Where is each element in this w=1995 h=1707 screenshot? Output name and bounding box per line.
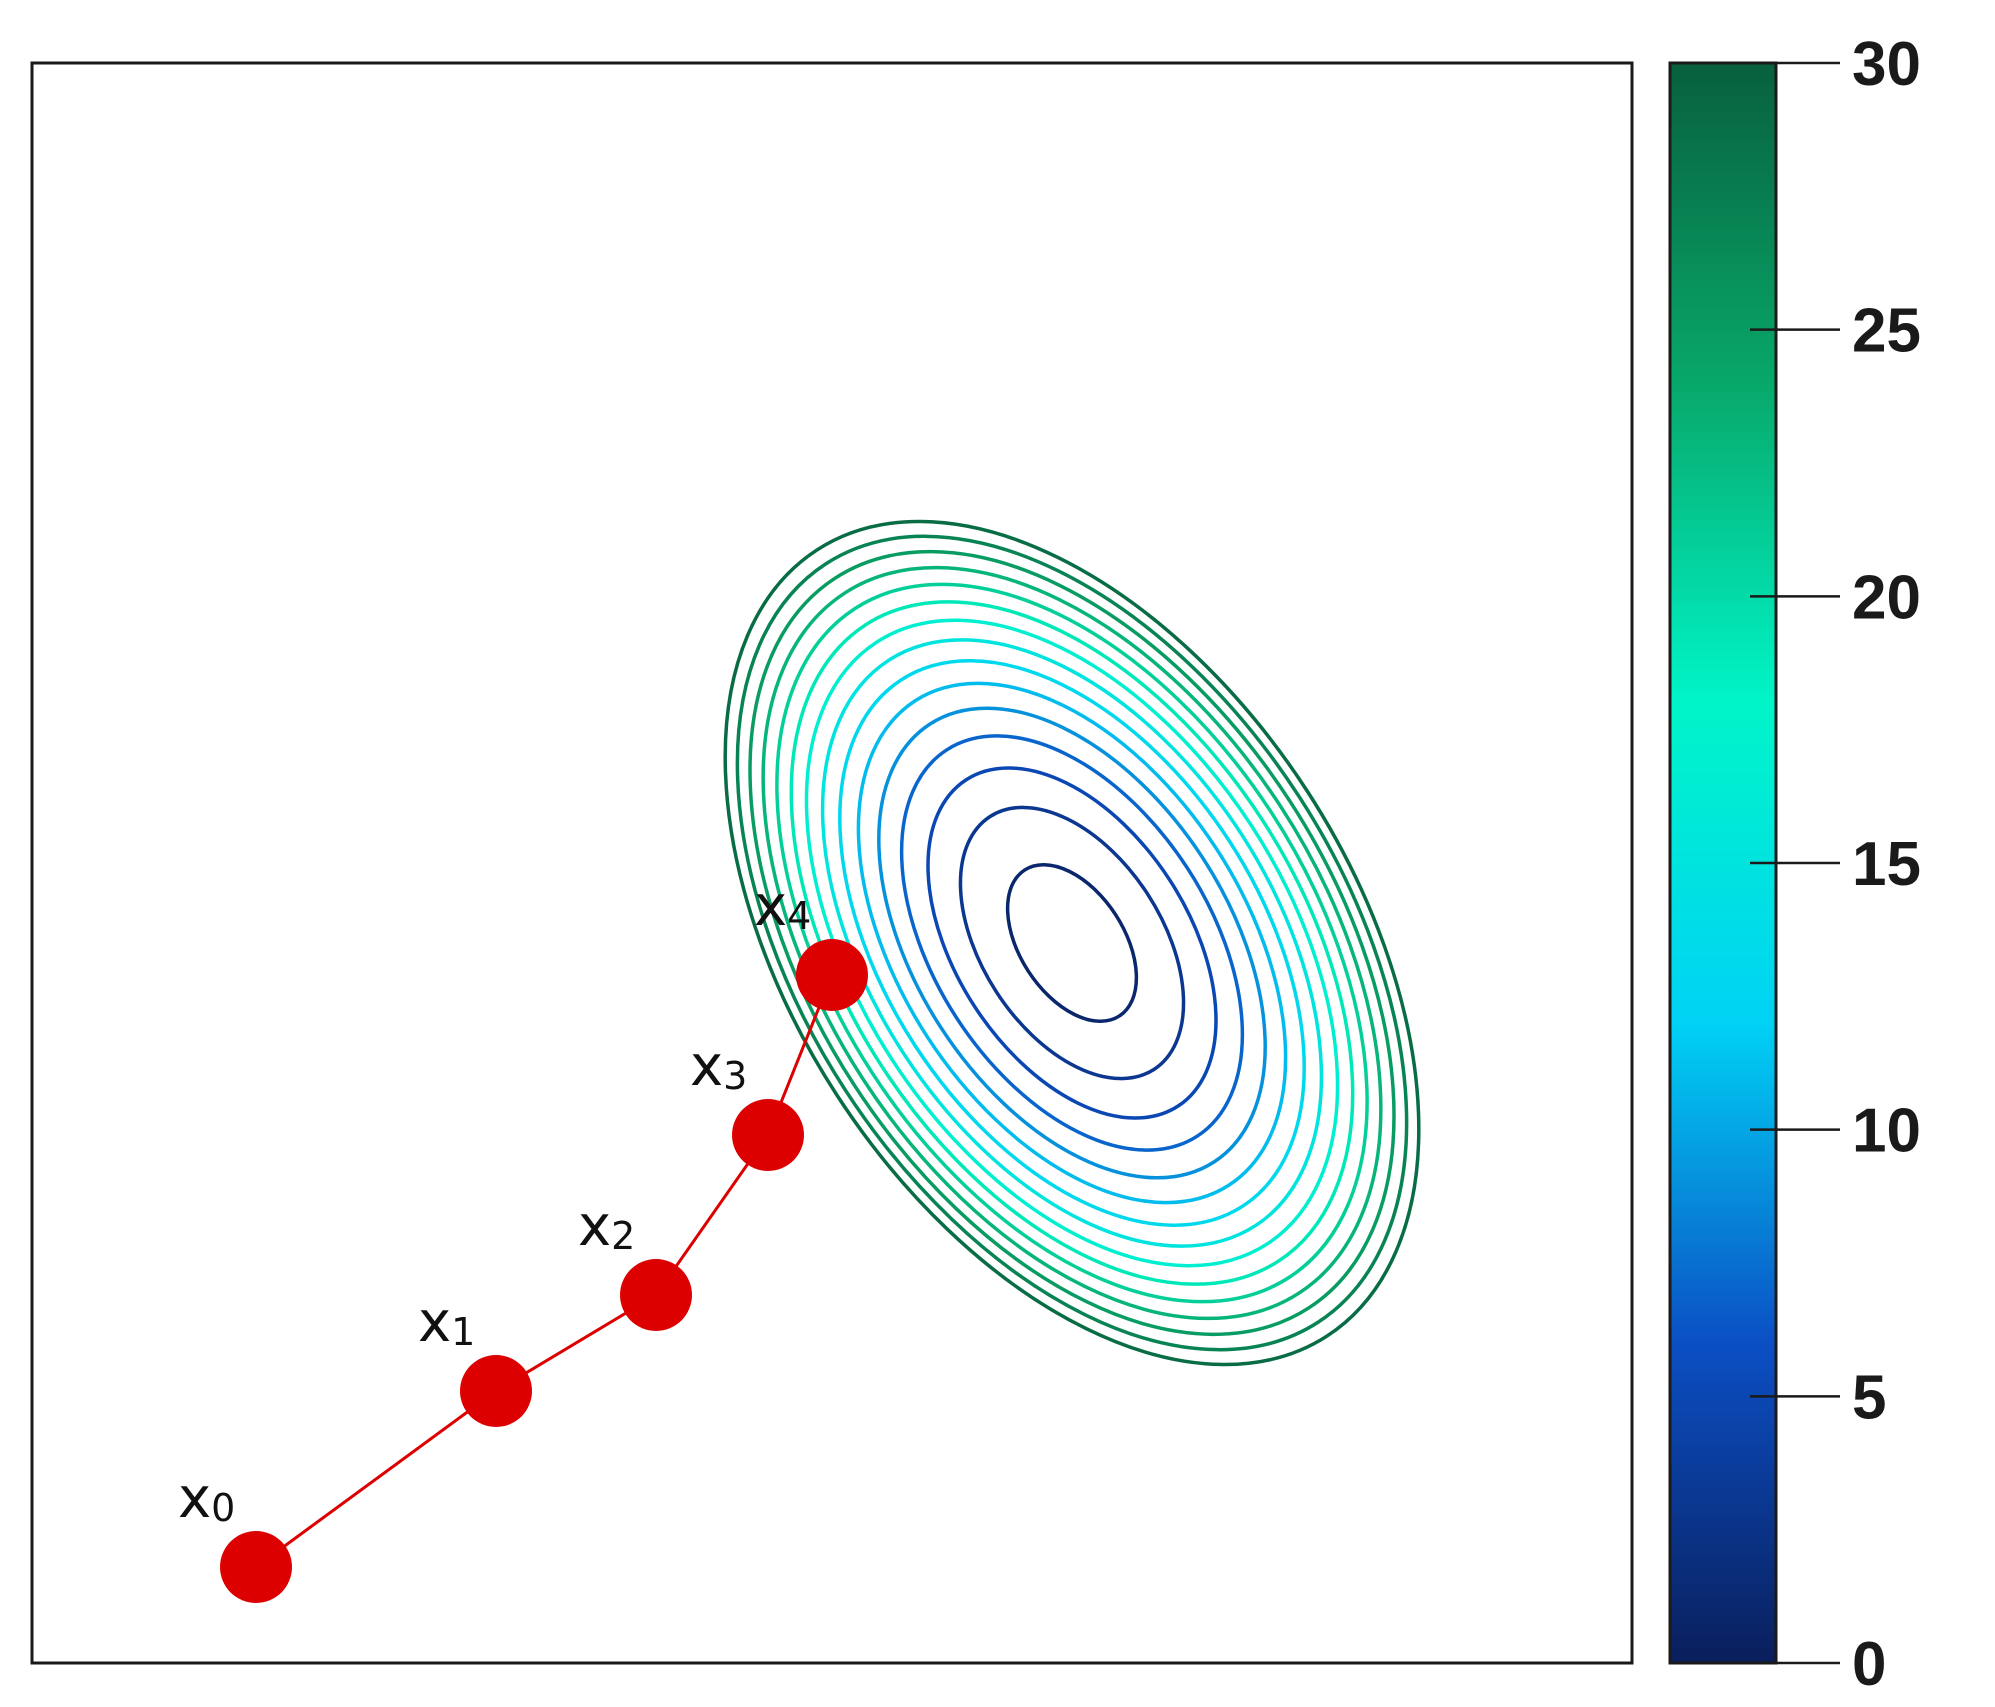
path-point-0 bbox=[220, 1531, 292, 1603]
colorbar: 0 5 10 15 20 25 30 bbox=[1668, 30, 1921, 1699]
contour-level-7 bbox=[899, 734, 1245, 1152]
path-point-label-0: x0 bbox=[178, 1466, 235, 1531]
contour-level-5 bbox=[926, 766, 1218, 1120]
path-point-label-1: x1 bbox=[418, 1290, 475, 1355]
path-point-4 bbox=[796, 939, 868, 1011]
contour-level-1 bbox=[1005, 862, 1139, 1024]
contour-level-27 bbox=[735, 534, 1409, 1352]
path-point-label-4: x4 bbox=[754, 874, 811, 939]
path-point-label-3: x3 bbox=[690, 1034, 747, 1099]
contour-level-13 bbox=[838, 659, 1306, 1227]
colorbar-tick-label-15: 15 bbox=[1852, 830, 1921, 899]
colorbar-tick-label-10: 10 bbox=[1852, 1097, 1921, 1166]
contour-level-3 bbox=[958, 805, 1186, 1081]
plot-frame bbox=[30, 61, 1634, 1665]
contour-level-25 bbox=[748, 549, 1396, 1337]
contour-level-29 bbox=[723, 519, 1421, 1367]
colorbar-tick-label-20: 20 bbox=[1852, 563, 1921, 632]
colorbar-tick-label-30: 30 bbox=[1852, 30, 1921, 99]
path-point-1 bbox=[460, 1355, 532, 1427]
contour-level-11 bbox=[856, 681, 1288, 1205]
contour-level-19 bbox=[789, 600, 1355, 1286]
contour-lines bbox=[723, 519, 1421, 1367]
path-point-label-2: x2 bbox=[578, 1194, 635, 1259]
contour-level-17 bbox=[804, 618, 1340, 1268]
colorbar-tick-label-0: 0 bbox=[1852, 1630, 1886, 1699]
colorbar-ticks: 0 5 10 15 20 25 30 bbox=[1750, 30, 1921, 1699]
colorbar-tick-label-5: 5 bbox=[1852, 1363, 1886, 1432]
colorbar-tick-label-25: 25 bbox=[1852, 297, 1921, 366]
path-point-3 bbox=[732, 1099, 804, 1171]
contour-level-23 bbox=[761, 565, 1383, 1321]
contour-level-15 bbox=[820, 638, 1324, 1248]
contour-level-9 bbox=[877, 706, 1267, 1180]
contour-level-21 bbox=[775, 582, 1369, 1304]
path-point-2 bbox=[620, 1259, 692, 1331]
optimization-path: x0 x1 x2 x3 x4 bbox=[178, 874, 868, 1603]
plot-background bbox=[32, 63, 1632, 1663]
